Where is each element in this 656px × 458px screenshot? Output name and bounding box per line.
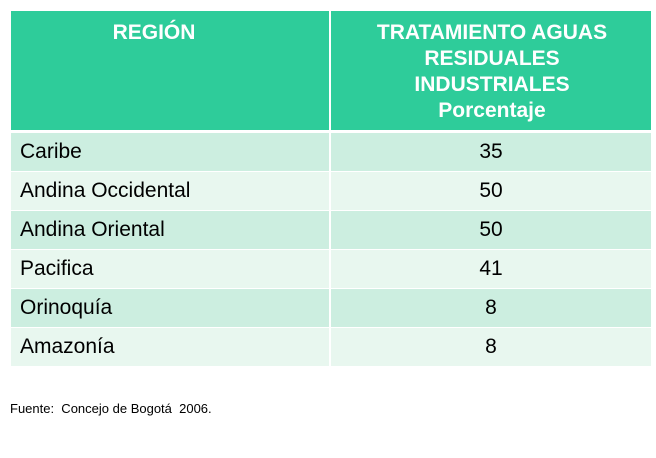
table-row: Caribe 35 — [11, 133, 651, 172]
table-row: Amazonía 8 — [11, 328, 651, 367]
source-note: Fuente: Concejo de Bogotá 2006. — [10, 401, 212, 416]
table-row: Pacifica 41 — [11, 250, 651, 289]
table-row: Andina Occidental 50 — [11, 172, 651, 211]
data-table: REGIÓN TRATAMIENTO AGUAS RESIDUALES INDU… — [11, 11, 651, 367]
table-body: Caribe 35 Andina Occidental 50 Andina Or… — [11, 133, 651, 367]
row-region: Caribe — [11, 133, 331, 172]
header-value-line: INDUSTRIALES — [414, 73, 570, 96]
row-value: 50 — [331, 172, 651, 211]
row-value: 8 — [331, 289, 651, 328]
header-value-line: Porcentaje — [438, 99, 546, 122]
header-value-line: RESIDUALES — [424, 47, 560, 70]
header-value-line: TRATAMIENTO AGUAS — [376, 21, 608, 44]
row-region: Andina Occidental — [11, 172, 331, 211]
row-region: Amazonía — [11, 328, 331, 367]
row-value: 50 — [331, 211, 651, 250]
row-value: 35 — [331, 133, 651, 172]
table-row: Andina Oriental 50 — [11, 211, 651, 250]
row-value: 41 — [331, 250, 651, 289]
table-header: REGIÓN TRATAMIENTO AGUAS RESIDUALES INDU… — [11, 11, 651, 133]
row-region: Pacifica — [11, 250, 331, 289]
row-value: 8 — [331, 328, 651, 367]
row-region: Andina Oriental — [11, 211, 331, 250]
header-row: REGIÓN TRATAMIENTO AGUAS RESIDUALES INDU… — [11, 11, 651, 133]
header-value: TRATAMIENTO AGUAS RESIDUALES INDUSTRIALE… — [331, 11, 651, 133]
table-row: Orinoquía 8 — [11, 289, 651, 328]
header-region: REGIÓN — [11, 11, 331, 133]
row-region: Orinoquía — [11, 289, 331, 328]
